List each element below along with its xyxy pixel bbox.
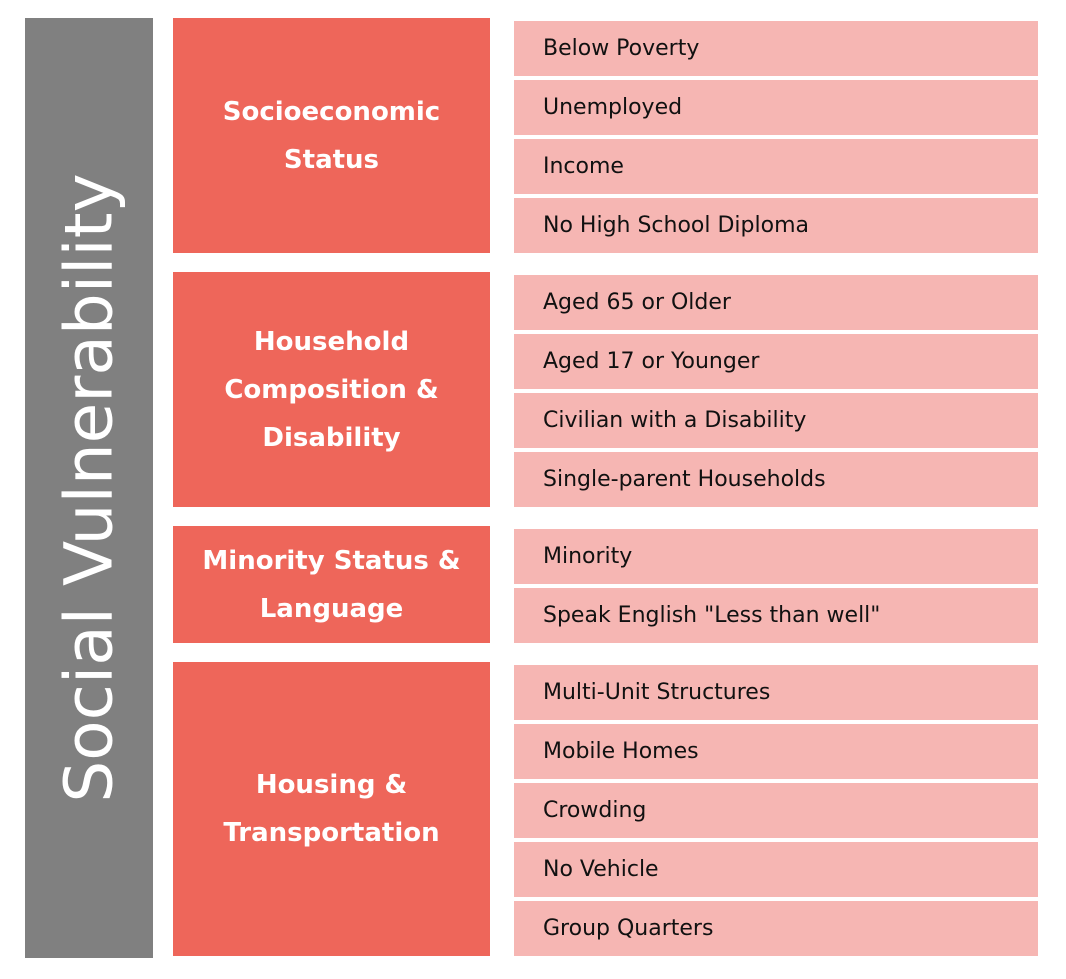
theme-label-line: Status: [283, 144, 380, 175]
variable-box: Below Poverty: [514, 21, 1038, 76]
variable-box: Multi-Unit Structures: [514, 665, 1038, 720]
theme-label-line: Housing &: [255, 770, 408, 800]
variable-box: Group Quarters: [514, 901, 1038, 956]
theme-label-line: Socioeconomic: [222, 96, 441, 127]
theme-box-household-composition: Household Composition & Disability: [173, 272, 490, 507]
variable-box: Mobile Homes: [514, 724, 1038, 779]
theme-label-line: Minority Status &: [202, 545, 461, 576]
variable-box: No Vehicle: [514, 842, 1038, 897]
variable-box: No High School Diploma: [514, 198, 1038, 253]
variable-box: Civilian with a Disability: [514, 393, 1038, 448]
theme-box-housing-transportation: Housing & Transportation: [173, 662, 490, 956]
theme-label-line: Composition &: [224, 374, 439, 405]
theme-label-line: Household: [253, 326, 410, 357]
diagram-title: Social Vulnerability: [50, 173, 128, 803]
theme-box-minority-status: Minority Status & Language: [173, 526, 490, 643]
theme-label-line: Transportation: [223, 818, 440, 848]
variable-box: Single-parent Households: [514, 452, 1038, 507]
theme-box-socioeconomic-status: Socioeconomic Status: [173, 18, 490, 253]
variable-box: Aged 17 or Younger: [514, 334, 1038, 389]
variable-box: Crowding: [514, 783, 1038, 838]
variable-box: Minority: [514, 529, 1038, 584]
variable-box: Income: [514, 139, 1038, 194]
variable-box: Speak English "Less than well": [514, 588, 1038, 643]
theme-label-line: Disability: [262, 422, 401, 453]
variable-box: Unemployed: [514, 80, 1038, 135]
variable-box: Aged 65 or Older: [514, 275, 1038, 330]
title-bar: [25, 18, 153, 958]
theme-label-line: Language: [259, 593, 404, 624]
